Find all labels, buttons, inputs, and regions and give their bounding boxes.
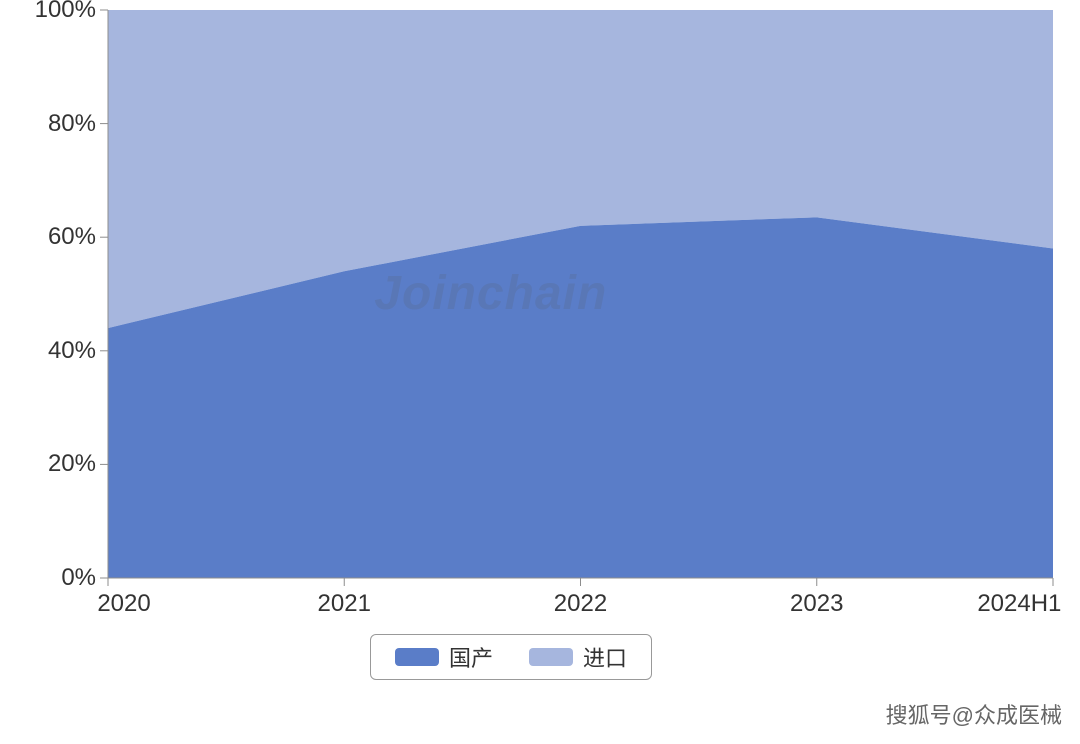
x-tick-label: 2020 [97, 590, 150, 618]
legend-swatch [395, 648, 439, 666]
y-tick-label: 100% [35, 0, 96, 24]
legend-label: 进口 [583, 641, 627, 673]
y-tick-label: 40% [48, 337, 96, 365]
legend-item: 国产 [395, 641, 493, 673]
y-tick-label: 60% [48, 223, 96, 251]
y-tick-label: 0% [61, 564, 96, 592]
x-tick-label: 2024H1 [977, 590, 1061, 618]
legend-item: 进口 [529, 641, 627, 673]
y-tick-label: 80% [48, 110, 96, 138]
legend-swatch [529, 648, 573, 666]
chart-legend: 国产 进口 [370, 634, 652, 680]
stacked-area-chart: 0% 20% 40% 60% 80% 100% 2020 2021 2022 2023 2024H… [0, 0, 1080, 744]
plot-area [0, 0, 1080, 744]
x-tick-label: 2022 [554, 590, 607, 618]
legend-label: 国产 [449, 641, 493, 673]
x-tick-label: 2021 [318, 590, 371, 618]
source-credit: 搜狐号@众成医械 [886, 698, 1062, 730]
y-tick-label: 20% [48, 450, 96, 478]
x-tick-label: 2023 [790, 590, 843, 618]
